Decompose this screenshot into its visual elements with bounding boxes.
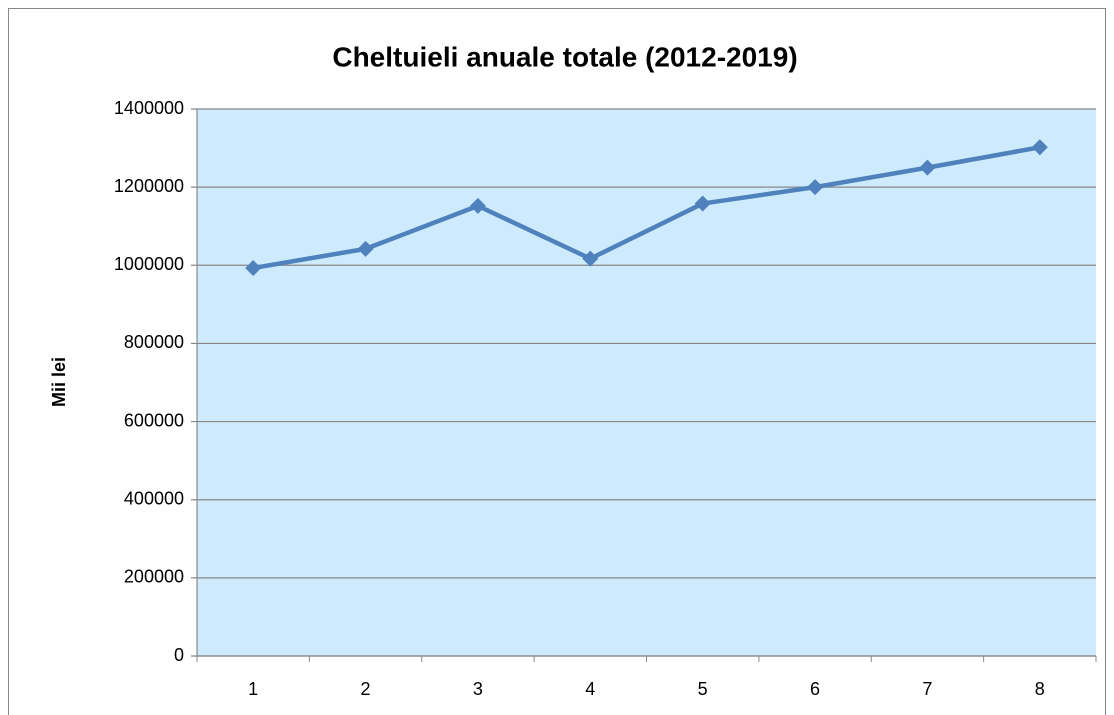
x-tick-label: 8 <box>1035 679 1045 699</box>
x-tick-label: 1 <box>248 679 258 699</box>
data-point <box>582 250 599 267</box>
plot-area <box>197 109 1096 656</box>
y-tick-label: 800000 <box>124 332 184 352</box>
x-tick-label: 6 <box>810 679 820 699</box>
series-line <box>252 145 1041 271</box>
data-point <box>469 197 486 214</box>
data-point <box>807 179 824 196</box>
y-tick-label: 200000 <box>124 567 184 587</box>
x-tick-label: 7 <box>922 679 932 699</box>
x-tick-label: 3 <box>473 679 483 699</box>
chart-title: Cheltuieli anuale totale (2012-2019) <box>332 41 797 72</box>
data-point <box>357 240 374 257</box>
y-tick-label: 0 <box>174 645 184 665</box>
y-tick-label: 400000 <box>124 488 184 508</box>
data-point <box>694 195 711 212</box>
x-tick-label: 5 <box>698 679 708 699</box>
x-tick-label: 2 <box>361 679 371 699</box>
x-tick-label: 4 <box>585 679 595 699</box>
data-point <box>245 260 262 277</box>
y-tick-label: 1400000 <box>114 98 184 118</box>
data-point <box>919 159 936 176</box>
y-axis-label: Mii lei <box>49 357 69 407</box>
data-point <box>1031 139 1048 156</box>
y-tick-label: 1000000 <box>114 254 184 274</box>
y-tick-label: 1200000 <box>114 176 184 196</box>
y-tick-label: 600000 <box>124 410 184 430</box>
